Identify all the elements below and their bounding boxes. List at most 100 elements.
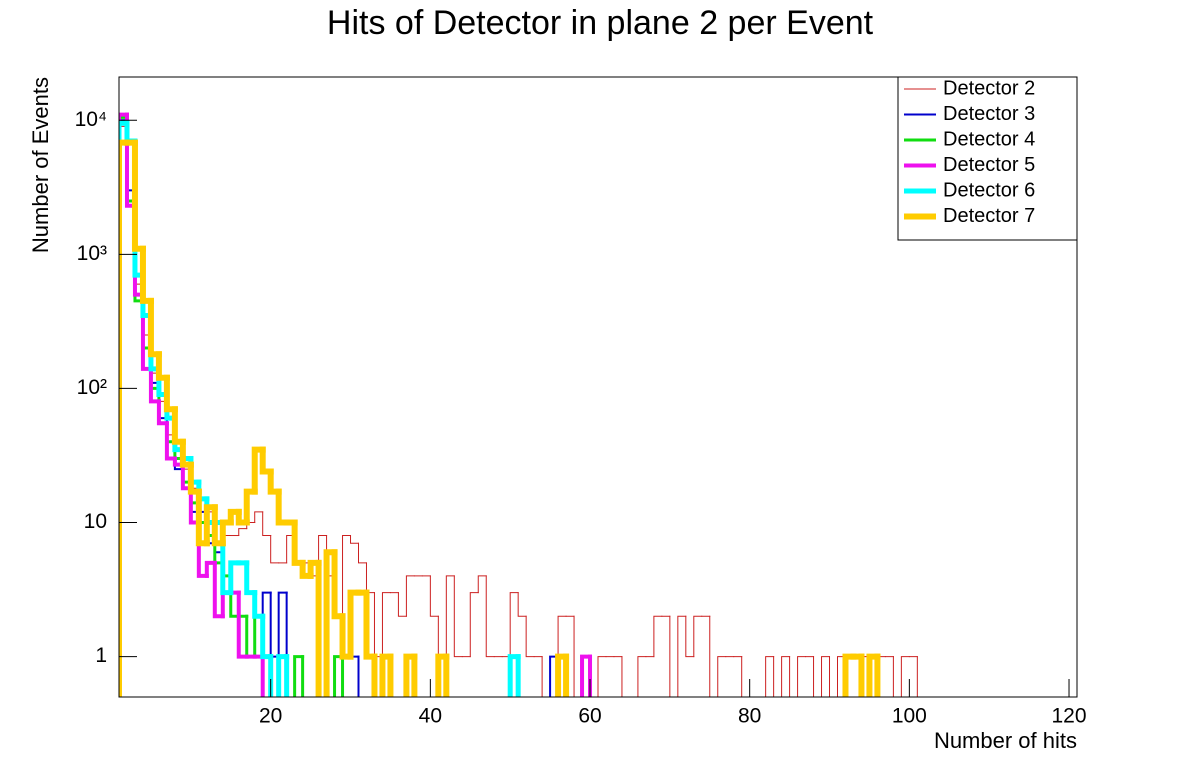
histogram-series	[119, 139, 881, 697]
legend-label: Detector 2	[943, 77, 1035, 99]
histogram-step	[171, 406, 186, 445]
histogram-step	[858, 653, 865, 697]
x-tick-label: 100	[892, 705, 927, 728]
histogram-step	[773, 656, 775, 697]
histogram-step	[119, 139, 130, 697]
x-axis-label: Number of hits	[934, 728, 1077, 753]
histogram-step	[669, 615, 671, 697]
histogram-step	[741, 656, 743, 697]
histogram-step	[813, 656, 815, 697]
histogram-step	[371, 653, 378, 697]
histogram-step	[284, 654, 290, 697]
histogram-step	[525, 615, 535, 658]
histogram-step	[621, 656, 623, 697]
histogram-step	[916, 656, 918, 697]
x-tick-label: 60	[578, 705, 601, 728]
histogram-step	[156, 399, 169, 426]
histogram-step	[350, 535, 359, 544]
histogram-step	[164, 421, 177, 461]
histogram-step	[541, 656, 543, 697]
histogram-step	[260, 654, 265, 697]
legend-label: Detector 7	[943, 205, 1035, 227]
histogram-step	[259, 446, 274, 475]
histogram-step	[373, 592, 383, 658]
x-tick-label: 120	[1051, 705, 1086, 728]
histogram-step	[821, 656, 831, 697]
histogram-step	[131, 139, 146, 252]
histogram-step	[781, 656, 791, 697]
histogram-step	[148, 366, 161, 404]
histogram-step	[163, 374, 178, 413]
histogram-step	[445, 575, 455, 658]
histogram-step	[212, 560, 225, 619]
histogram-step	[331, 549, 346, 620]
histogram-step	[357, 655, 360, 697]
histogram-step	[563, 653, 570, 697]
histogram-step	[797, 656, 807, 697]
histogram-step	[363, 589, 378, 660]
histogram-step	[485, 575, 495, 658]
histogram-step	[119, 112, 129, 697]
histogram-step	[342, 535, 352, 617]
histogram-step	[262, 511, 272, 537]
histogram-step	[557, 615, 567, 658]
histogram-step	[387, 653, 394, 697]
histogram-step	[267, 468, 282, 495]
histogram-step	[119, 115, 129, 697]
histogram-step	[437, 615, 447, 658]
histogram-step	[653, 615, 663, 658]
histogram-step	[269, 591, 280, 658]
legend: Detector 2 Detector 3 Detector 4 Detector 5…	[897, 76, 1078, 241]
histogram-step	[315, 559, 322, 697]
axes: 20 40 60 80 100 120 1 10 10² 10³ 10⁴	[75, 108, 1087, 728]
histogram-step	[429, 575, 439, 617]
histogram-step	[580, 654, 593, 697]
histogram-step	[228, 560, 242, 596]
histogram-step	[709, 615, 711, 697]
histogram-step	[597, 656, 607, 697]
plot-frame	[118, 76, 1078, 698]
histogram-step	[411, 653, 418, 697]
histogram-step	[276, 654, 290, 697]
histogram-step	[301, 655, 305, 697]
y-tick-label: 1	[95, 644, 107, 667]
histogram-step	[236, 590, 249, 659]
histogram-step	[219, 519, 234, 547]
histogram-step	[443, 653, 450, 697]
histogram-step	[291, 519, 306, 566]
histogram-step	[139, 245, 154, 304]
histogram-step	[293, 655, 305, 697]
histogram-step	[874, 653, 881, 697]
histogram-step	[477, 575, 487, 594]
histogram-step	[573, 615, 575, 697]
histogram-step	[260, 613, 274, 660]
histogram-step	[588, 654, 593, 697]
x-tick-label: 80	[738, 705, 761, 728]
histogram-step	[347, 589, 362, 660]
histogram-step	[119, 125, 128, 697]
histogram-step	[285, 591, 288, 697]
histogram-step	[677, 615, 687, 697]
histogram-step	[365, 562, 375, 594]
histogram-step	[147, 297, 162, 358]
histogram-step	[124, 120, 138, 144]
histogram-step	[268, 654, 274, 697]
legend-label: Detector 5	[943, 154, 1035, 176]
histogram-step	[405, 575, 415, 617]
chart-title: Hits of Detector in plane 2 per Event	[327, 4, 874, 42]
histogram-step	[275, 488, 290, 526]
histogram-step	[270, 535, 280, 564]
histogram-step	[140, 292, 153, 371]
histogram-step	[789, 656, 791, 697]
histogram-step	[453, 575, 463, 658]
legend-box	[897, 76, 1078, 241]
histogram-step	[717, 656, 727, 697]
y-tick-label: 10⁴	[75, 108, 107, 131]
histogram-step	[254, 511, 264, 524]
histogram-step	[842, 653, 857, 697]
histogram-step	[358, 542, 367, 564]
histogram-step	[517, 592, 527, 617]
histogram-step	[119, 120, 130, 697]
histogram-step	[381, 592, 391, 658]
